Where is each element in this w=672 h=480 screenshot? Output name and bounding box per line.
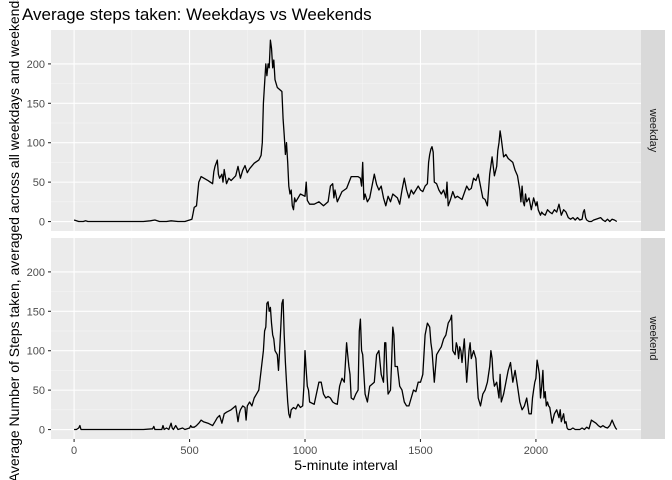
x-tick-label: 500: [180, 445, 198, 457]
series-line-weekend: [74, 298, 618, 431]
facet-strip: [641, 238, 665, 439]
x-axis: 0 500 1000 1500 2000: [71, 439, 548, 457]
panel-background: [51, 238, 641, 439]
y-tick-label: 200: [27, 267, 45, 279]
x-axis-title: 5-minute interval: [294, 457, 398, 473]
panels: 0 50 100 150 200 weekday 0 50 100 150 200 weekend: [27, 30, 665, 439]
y-tick-label: 0: [39, 425, 45, 437]
panel-weekday: 0 50 100 150 200 weekday: [27, 30, 665, 231]
series-line-weekday: [73, 39, 618, 223]
y-tick-label: 150: [27, 98, 45, 110]
x-tick-label: 1500: [408, 445, 432, 457]
y-tick-label: 200: [27, 59, 45, 71]
y-tick-label: 50: [33, 385, 45, 397]
y-tick-label: 150: [27, 306, 45, 318]
x-tick-label: 1000: [293, 445, 317, 457]
chart-title: Average steps taken: Weekdays vs Weekend…: [22, 5, 372, 24]
x-tick-label: 0: [71, 445, 77, 457]
panel-background: [51, 30, 641, 231]
x-tick-label: 2000: [524, 445, 548, 457]
y-axis-title: Average Number of Steps taken, averaged …: [6, 0, 22, 480]
facet-strip-label: weekday: [647, 108, 659, 153]
y-tick-label: 100: [27, 346, 45, 358]
facet-strip: [641, 30, 665, 231]
facet-strip-label: weekend: [647, 315, 659, 360]
y-tick-label: 50: [33, 177, 45, 189]
y-tick-label: 0: [39, 217, 45, 229]
panel-weekend: 0 50 100 150 200 weekend: [27, 238, 665, 439]
y-tick-label: 100: [27, 138, 45, 150]
